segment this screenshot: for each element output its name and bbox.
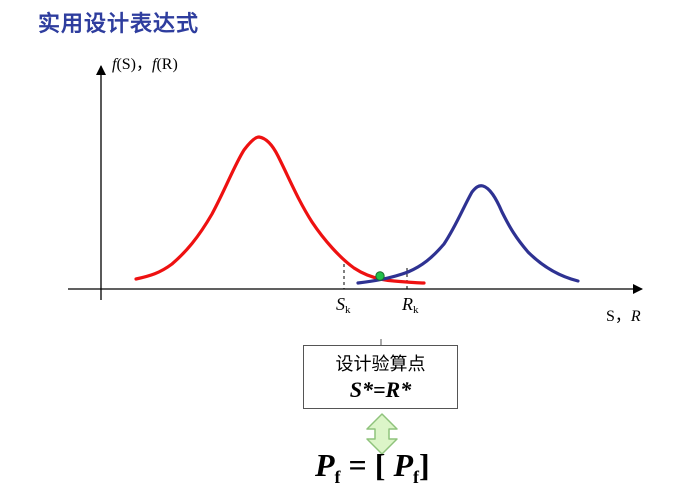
rk-label-sub: k xyxy=(413,304,419,316)
load-distribution-curve xyxy=(134,135,426,285)
double-arrow-icon xyxy=(366,413,398,455)
sk-label-main: S xyxy=(336,294,345,314)
formula-s2: f xyxy=(412,467,419,487)
design-point-dot xyxy=(375,271,385,281)
rk-label-main: R xyxy=(402,294,413,314)
y-label-s: (S)， xyxy=(116,56,153,73)
resistance-distribution-curve xyxy=(356,184,580,285)
formula-close: ] xyxy=(418,447,430,483)
design-point-box: 设计验算点 S*=R* xyxy=(303,345,458,409)
page-title: 实用设计表达式 xyxy=(38,12,200,37)
failure-probability-formula: Pf = [ Pf] xyxy=(315,447,430,488)
x-label-s: S， xyxy=(606,308,631,325)
rk-label: Rk xyxy=(402,294,419,316)
formula-s1: f xyxy=(334,467,341,487)
sk-label-sub: k xyxy=(345,304,351,316)
x-label-r: R xyxy=(630,308,641,325)
x-axis-label: S，R xyxy=(606,302,641,326)
sk-label: Sk xyxy=(336,294,351,316)
design-box-equation: S*=R* xyxy=(349,377,412,402)
y-label-r: (R) xyxy=(156,56,178,73)
formula-p1: P xyxy=(315,447,335,483)
design-box-title: 设计验算点 xyxy=(335,354,426,375)
formula-eq: = [ xyxy=(340,447,394,483)
y-label-f1: f xyxy=(112,56,117,73)
formula-p2: P xyxy=(393,447,413,483)
y-label-f2: f xyxy=(152,56,157,73)
y-axis-label: f(S)，f(R) xyxy=(112,50,178,74)
